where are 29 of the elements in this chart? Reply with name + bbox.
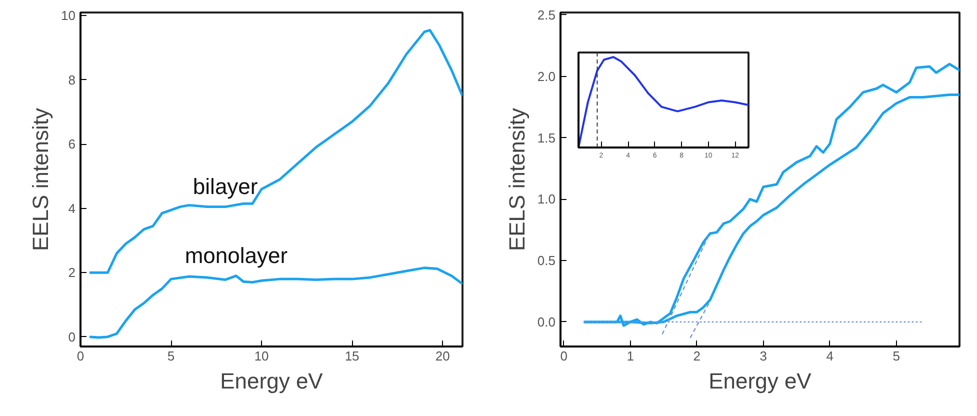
y-tick-label: 8 — [68, 72, 76, 88]
annotation: monolayer — [184, 242, 288, 268]
line-series — [88, 266, 462, 339]
y-axis-title: EELS intensity — [28, 108, 54, 252]
y-tick-label: 2 — [68, 265, 76, 280]
x-tick-label: 1 — [626, 348, 634, 364]
y-tick-label: 4 — [68, 200, 76, 216]
x-tick-label: 0 — [560, 348, 568, 364]
y-tick-label: 2.5 — [537, 7, 556, 22]
y-axis-title: EELS intensity — [504, 108, 530, 252]
y-tick-label: 1.5 — [537, 130, 556, 146]
y-tick-label: 0 — [68, 329, 76, 344]
y-tick-label: 0.5 — [537, 253, 556, 268]
x-tick-label: 20 — [435, 348, 450, 364]
line-series — [88, 28, 462, 274]
x-tick-label: 10 — [254, 348, 269, 364]
x-tick-label: 3 — [760, 348, 767, 364]
y-tick-label: 0.0 — [537, 314, 556, 330]
x-axis-title: Energy eV — [708, 368, 812, 394]
annotation: bilayer — [192, 174, 258, 199]
x-axis-title: Energy eV — [220, 368, 324, 394]
x-tick-label: 5 — [167, 348, 175, 364]
x-tick-label: 2 — [693, 348, 700, 364]
x-tick-label: 4 — [826, 348, 834, 364]
y-tick-label: 10 — [61, 8, 76, 24]
y-tick-label: 2.0 — [537, 68, 556, 84]
x-tick-label: 15 — [344, 348, 360, 364]
x-tick-label: 5 — [892, 348, 900, 364]
y-tick-label: 1.0 — [537, 192, 556, 207]
